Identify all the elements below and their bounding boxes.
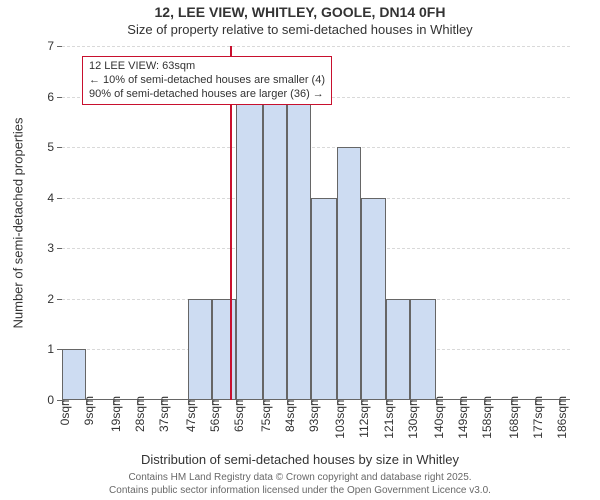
x-tick-label: 19sqm bbox=[109, 346, 123, 396]
histogram-bar bbox=[188, 299, 212, 400]
x-tick-label: 149sqm bbox=[456, 346, 470, 396]
histogram-bar bbox=[337, 147, 361, 400]
chart-title-line1: 12, LEE VIEW, WHITLEY, GOOLE, DN14 0FH bbox=[0, 4, 600, 20]
x-tick-label: 37sqm bbox=[157, 346, 171, 396]
chart-root: { "title": { "line1": "12, LEE VIEW, WHI… bbox=[0, 0, 600, 500]
y-tick-label: 2 bbox=[47, 292, 62, 306]
y-tick-label: 3 bbox=[47, 241, 62, 255]
histogram-bar bbox=[236, 97, 263, 400]
histogram-bar bbox=[287, 97, 311, 400]
histogram-bar bbox=[386, 299, 410, 400]
y-tick-label: 7 bbox=[47, 39, 62, 53]
chart-title: 12, LEE VIEW, WHITLEY, GOOLE, DN14 0FH S… bbox=[0, 4, 600, 37]
histogram-bar bbox=[410, 299, 437, 400]
plot-inner: 012345670sqm9sqm19sqm28sqm37sqm47sqm56sq… bbox=[62, 46, 570, 400]
gridline bbox=[62, 147, 570, 148]
x-axis-label: Distribution of semi-detached houses by … bbox=[0, 452, 600, 467]
attribution: Contains HM Land Registry data © Crown c… bbox=[0, 472, 600, 497]
x-tick-label: 177sqm bbox=[531, 346, 545, 396]
annotation-line: 90% of semi-detached houses are larger (… bbox=[89, 88, 325, 102]
x-tick-label: 186sqm bbox=[555, 346, 569, 396]
attribution-line2: Contains public sector information licen… bbox=[0, 485, 600, 498]
histogram-bar bbox=[263, 97, 287, 400]
gridline bbox=[62, 46, 570, 47]
y-axis-label: Number of semi-detached properties bbox=[11, 118, 26, 329]
x-tick-label: 158sqm bbox=[480, 346, 494, 396]
histogram-bar bbox=[361, 198, 385, 400]
histogram-bar bbox=[62, 349, 86, 400]
annotation-line: ← 10% of semi-detached houses are smalle… bbox=[89, 74, 325, 88]
annotation-box: 12 LEE VIEW: 63sqm← 10% of semi-detached… bbox=[82, 56, 332, 105]
chart-title-line2: Size of property relative to semi-detach… bbox=[0, 22, 600, 37]
y-tick-label: 6 bbox=[47, 90, 62, 104]
x-tick-label: 28sqm bbox=[133, 346, 147, 396]
annotation-line: 12 LEE VIEW: 63sqm bbox=[89, 60, 325, 74]
attribution-line1: Contains HM Land Registry data © Crown c… bbox=[0, 472, 600, 485]
y-tick-label: 4 bbox=[47, 191, 62, 205]
histogram-bar bbox=[311, 198, 338, 400]
x-tick-label: 168sqm bbox=[507, 346, 521, 396]
y-tick-label: 5 bbox=[47, 140, 62, 154]
plot-area: 012345670sqm9sqm19sqm28sqm37sqm47sqm56sq… bbox=[62, 46, 570, 400]
